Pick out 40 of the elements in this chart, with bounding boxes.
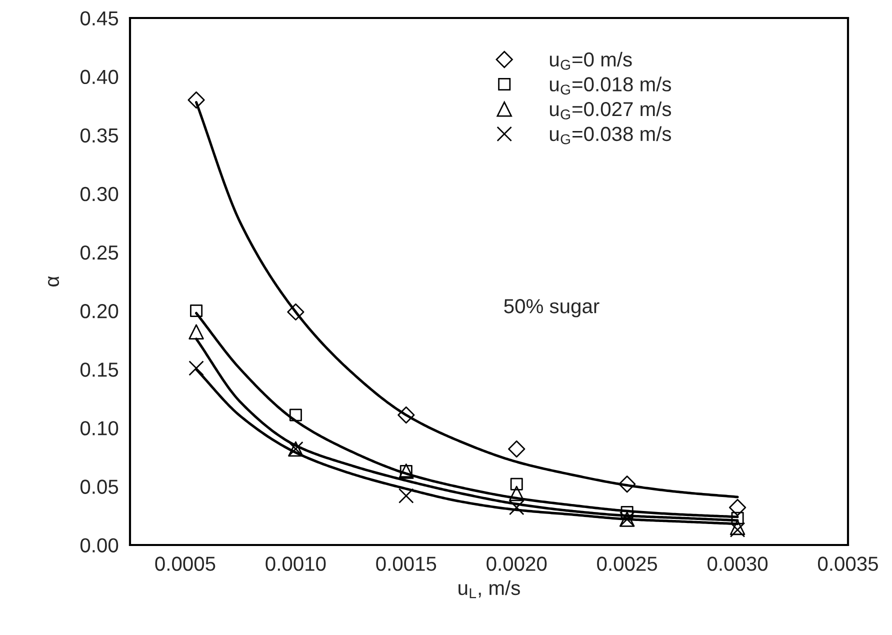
y-tick-label: 0.05	[80, 480, 118, 494]
y-tick-label: 0.20	[80, 304, 118, 318]
point	[188, 324, 204, 340]
y-tick-label: 0.45	[80, 11, 118, 26]
point	[188, 91, 205, 109]
point	[508, 440, 526, 458]
x-tick-label: 0.0015	[376, 556, 436, 571]
point	[510, 478, 523, 490]
x-tick-label: 0.0010	[266, 556, 326, 571]
x-tick-label: 0.0005	[155, 556, 216, 571]
x-tick-label: 0.0020	[486, 556, 547, 571]
point	[508, 500, 524, 516]
x-tick-label: 0.0030	[708, 556, 768, 571]
y-tick-label: 0.35	[80, 128, 118, 143]
x-tick-label: 0.0025	[597, 556, 658, 571]
point	[508, 486, 524, 502]
point	[190, 304, 203, 318]
point	[618, 476, 636, 493]
y-tick-label: 0.00	[80, 538, 118, 552]
x-tick-label: 0.0035	[818, 556, 878, 571]
y-tick-label: 0.10	[80, 421, 118, 436]
point	[289, 408, 302, 422]
legend-label: u$_{G}$=0.038 m/s	[550, 126, 672, 144]
y-tick-label: 0.25	[80, 245, 118, 260]
point	[728, 498, 746, 516]
legend-label: u$_{G}$=0.027 m/s	[550, 101, 672, 120]
y-axis-title: α	[48, 276, 60, 286]
annotation: 50% sugar	[504, 299, 600, 318]
point	[287, 303, 304, 320]
legend-label: u$_{G}$=0 m/s	[550, 52, 632, 70]
point	[398, 488, 414, 504]
y-tick-label: 0.30	[80, 186, 118, 202]
y-tick-label: 0.40	[80, 70, 118, 84]
point	[731, 512, 744, 524]
point	[398, 406, 415, 424]
point	[620, 506, 634, 518]
x-axis-title: u$_{L}$, m/s	[458, 580, 520, 598]
legend-label: u$_{G}$=0.018 m/s	[550, 76, 672, 95]
point	[188, 360, 204, 376]
y-tick-label: 0.15	[80, 362, 118, 377]
